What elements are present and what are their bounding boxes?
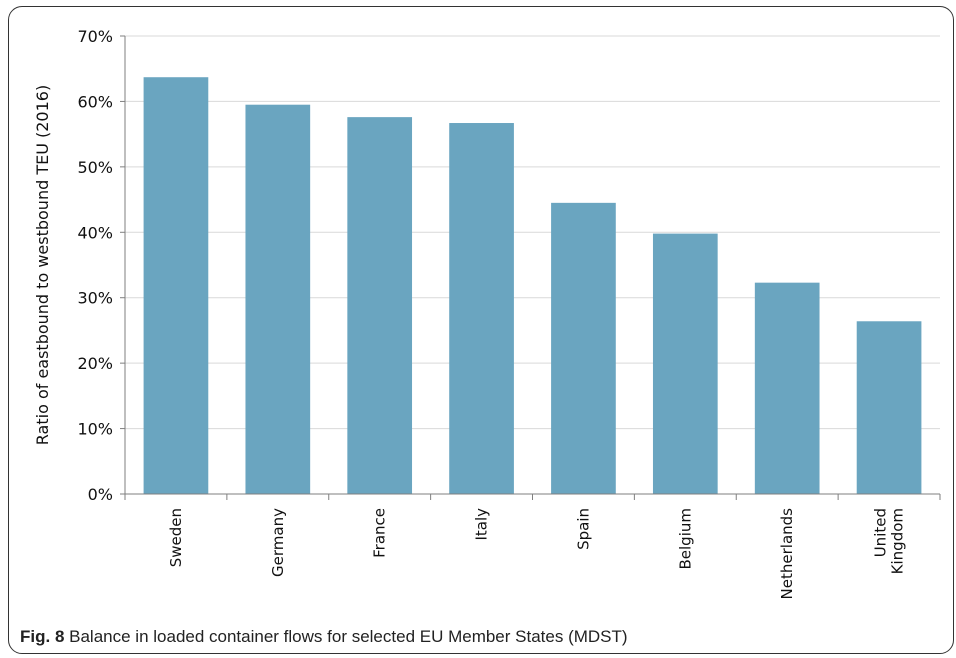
x-category-label: Kingdom (889, 508, 907, 574)
bar-netherlands (754, 282, 820, 494)
x-category-label: Sweden (167, 508, 185, 567)
figure-caption-text: Balance in loaded container flows for se… (69, 627, 628, 646)
x-category-label: Italy (473, 508, 491, 541)
bar-germany (245, 104, 311, 494)
figure-caption: Fig. 8 Balance in loaded container flows… (20, 627, 628, 647)
bar-france (347, 117, 413, 494)
y-tick-label: 40% (77, 223, 113, 242)
x-category-label: France (371, 508, 389, 558)
bar-italy (449, 123, 514, 495)
x-category-label: Netherlands (778, 508, 796, 600)
bar-belgium (652, 233, 718, 494)
y-tick-label: 20% (77, 354, 113, 373)
bars (143, 77, 922, 495)
bar-sweden (143, 77, 209, 494)
y-tick-label: 50% (77, 158, 113, 177)
labels: 0% 10% 20% 30% 40% 50% 60% 70% Sweden Germany Fran… (77, 27, 906, 599)
y-tick-label: 0% (88, 485, 113, 504)
y-tick-label: 60% (77, 92, 113, 111)
y-tick-label: 70% (77, 27, 113, 46)
y-axis-title: Ratio of eastbound to westbound TEU (201… (33, 85, 52, 445)
figure-caption-label: Fig. 8 (20, 627, 65, 646)
y-tick-label: 30% (77, 289, 113, 308)
bar-chart: 0% 10% 20% 30% 40% 50% 60% 70% Sweden Germany Fran… (33, 27, 941, 599)
x-category-label: United (872, 508, 890, 557)
x-category-label: Belgium (676, 508, 694, 570)
bar-spain (551, 202, 616, 495)
x-category-label: Germany (269, 508, 287, 577)
axes (120, 35, 941, 500)
y-tick-label: 10% (77, 420, 113, 439)
x-category-label: Spain (574, 508, 592, 550)
bar-united-kingdom (856, 321, 922, 494)
